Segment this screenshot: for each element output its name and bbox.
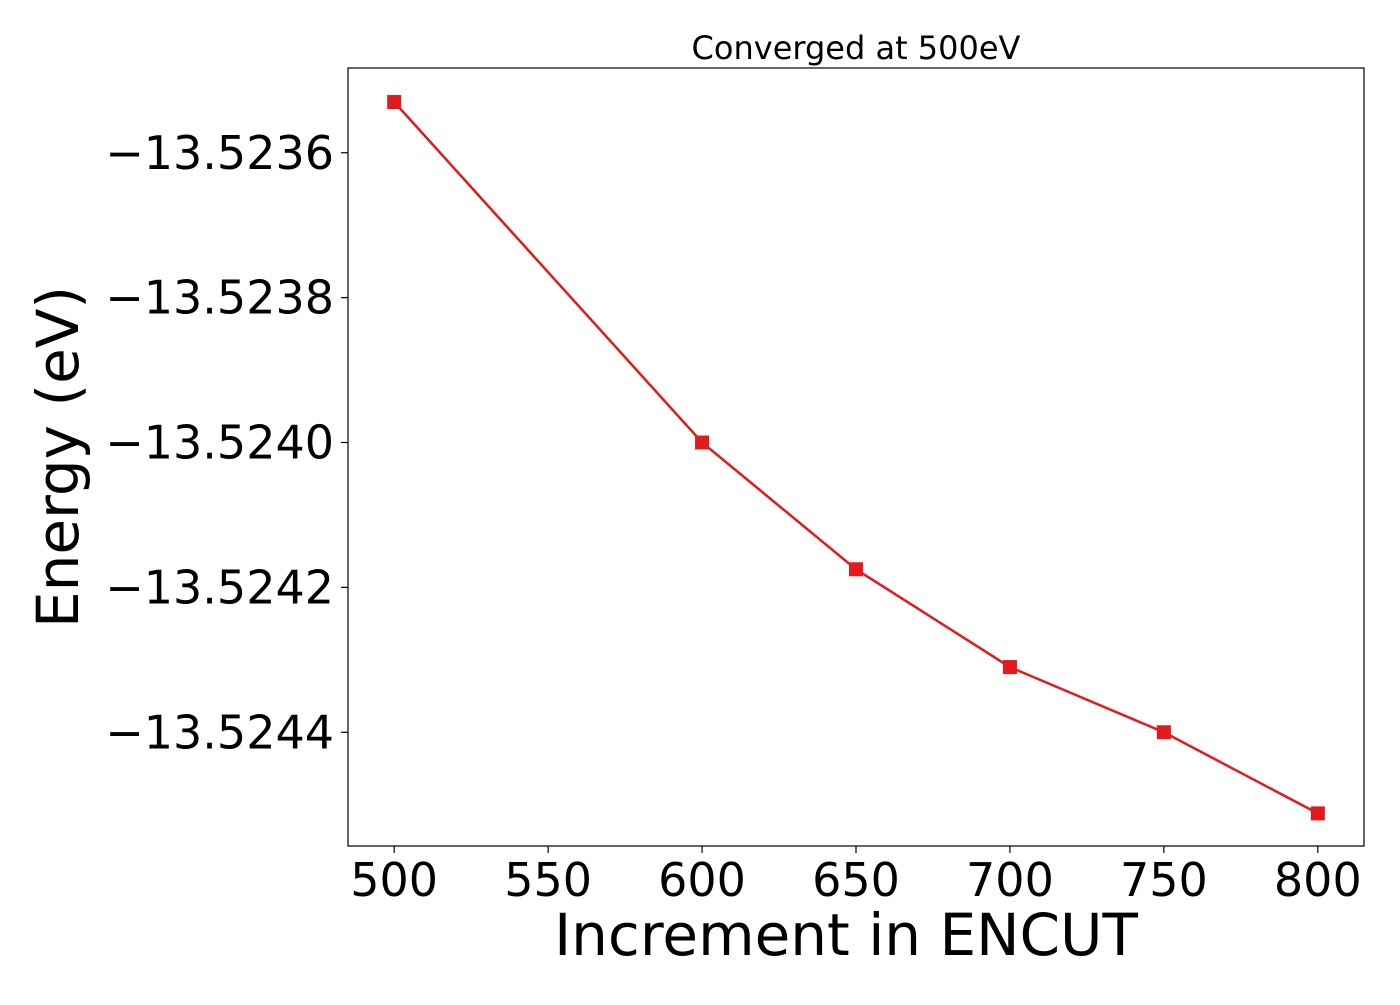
data-point-2 xyxy=(849,562,863,577)
x-tick-label-1: 550 xyxy=(504,853,592,907)
x-tick-label-4: 700 xyxy=(966,853,1054,907)
series-layer xyxy=(387,95,1325,821)
y-tick-label-0: −13.5236 xyxy=(105,126,334,180)
y-tick-label-4: −13.5244 xyxy=(105,705,334,759)
x-tick-label-3: 650 xyxy=(812,853,900,907)
x-tick-label-0: 500 xyxy=(350,853,438,907)
x-axis-ticks: 500 550 600 650 700 750 800 xyxy=(350,846,1362,907)
y-tick-label-2: −13.5240 xyxy=(105,416,334,470)
y-axis-label: Energy (eV) xyxy=(24,286,92,628)
x-tick-label-6: 800 xyxy=(1274,853,1362,907)
data-point-0 xyxy=(387,95,402,110)
data-point-5 xyxy=(1310,806,1325,821)
data-point-3 xyxy=(1002,660,1017,675)
data-point-4 xyxy=(1156,725,1171,740)
plot-area-frame xyxy=(347,67,1365,847)
x-axis-label: Increment in ENCUT xyxy=(554,901,1138,969)
chart-title: Converged at 500eV xyxy=(692,29,1021,67)
x-tick-label-2: 600 xyxy=(658,853,746,907)
data-point-1 xyxy=(695,435,710,450)
y-tick-label-1: −13.5238 xyxy=(105,271,334,325)
x-tick-label-5: 750 xyxy=(1120,853,1208,907)
y-tick-label-3: −13.5242 xyxy=(105,560,334,614)
y-axis-ticks: −13.5236 −13.5238 −13.5240 −13.5242 −13.5244 xyxy=(105,126,348,759)
series-line-0 xyxy=(393,101,1319,815)
